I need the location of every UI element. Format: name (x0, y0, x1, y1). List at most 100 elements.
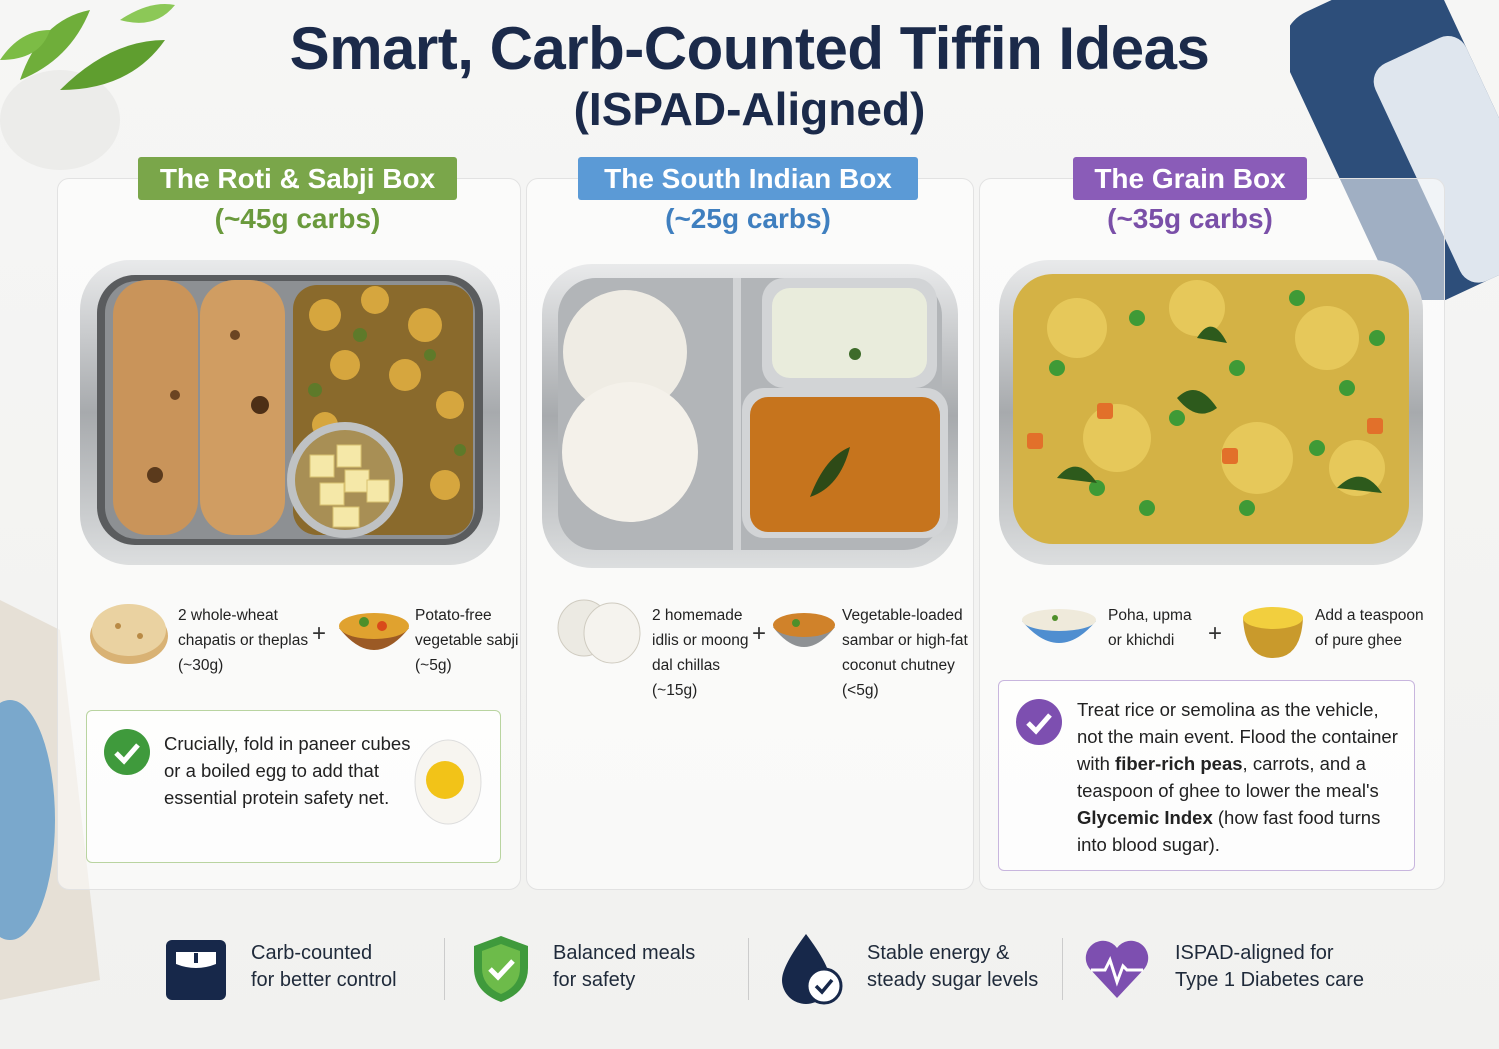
shape (0, 700, 55, 940)
shape (1222, 448, 1238, 464)
note-text: Treat rice or semolina as the vehicle, n… (1077, 696, 1409, 858)
separator (748, 938, 749, 1000)
note-segment: (how fast food turns into blood sugar). (1077, 807, 1381, 855)
shape (137, 633, 143, 639)
item-line: (<5g) (842, 682, 879, 699)
feature-line: Type 1 Diabetes care (1175, 969, 1364, 991)
box-carbs: (~25g carbs) (665, 203, 831, 234)
shape (332, 506, 360, 528)
sambar-icon (773, 613, 835, 647)
shape (1026, 713, 1052, 735)
item-line: dal chillas (652, 657, 721, 674)
note-box: Crucially, fold in paneer cubes or a boi… (86, 710, 501, 863)
sabji-icon (339, 613, 409, 650)
chapati-icon (90, 604, 168, 664)
item-line: of pure ghee (1315, 632, 1403, 649)
shape (482, 944, 520, 994)
shape (805, 967, 843, 1005)
feature: ISPAD-aligned for Type 1 Diabetes care (1175, 940, 1364, 994)
item-line: sambar or high-fat (842, 632, 968, 649)
shape (1243, 607, 1303, 629)
shape (562, 382, 698, 522)
shape (1091, 956, 1143, 987)
feature-line: Stable energy & (867, 942, 1010, 964)
shape (0, 70, 120, 170)
shape (1139, 500, 1155, 516)
heart-icon (1085, 940, 1149, 998)
item-line: chapatis or theplas (178, 632, 309, 649)
shape (366, 479, 390, 503)
shape (308, 328, 466, 456)
item-line: Potato-free (415, 607, 492, 624)
shape (772, 288, 927, 378)
shape (1027, 403, 1383, 464)
item: Potato-free vegetable sabji (~5g) (415, 603, 518, 678)
shape (1369, 330, 1385, 346)
shape (792, 619, 800, 627)
note-emphasis: fiber-rich peas (1115, 753, 1243, 774)
shape (1049, 360, 1065, 376)
feature: Balanced meals for safety (553, 940, 695, 994)
box-title: The Roti & Sabji Box (138, 157, 457, 200)
shape (1221, 422, 1293, 494)
subtitle: (ISPAD-Aligned) (573, 83, 926, 135)
idli-icon (557, 599, 641, 664)
shape (1027, 433, 1043, 449)
note-segment: Crucially, fold in paneer cubes or a boi… (164, 733, 411, 808)
shape (1289, 290, 1305, 306)
shape (336, 444, 362, 468)
item-line: Vegetable-loaded (842, 607, 963, 624)
shape (1129, 310, 1145, 326)
item: 2 whole-wheat chapatis or theplas (~30g) (178, 603, 308, 678)
item-line: coconut chutney (842, 657, 955, 674)
shape (309, 454, 335, 478)
shape (1295, 306, 1359, 370)
shape (733, 278, 741, 550)
shape (1083, 404, 1151, 472)
shape (488, 959, 515, 981)
shape (1052, 615, 1058, 621)
note-text: Crucially, fold in paneer cubes or a boi… (164, 730, 419, 811)
tiffin-south-indian (542, 264, 958, 568)
shape (377, 621, 387, 631)
shape (92, 604, 166, 656)
shape (330, 350, 360, 380)
shape (344, 469, 370, 493)
shape (849, 348, 861, 360)
box-title: The South Indian Box (578, 157, 918, 200)
shape (170, 390, 180, 400)
shape (1089, 480, 1105, 496)
tiffin-grain (999, 260, 1423, 565)
item-line: Add a teaspoon (1315, 607, 1424, 624)
item-line: or khichdi (1108, 632, 1175, 649)
feature-line: for safety (553, 969, 636, 991)
item: Vegetable-loaded sambar or high-fat coconu… (842, 603, 968, 703)
drop-icon (782, 934, 843, 1005)
egg-icon (414, 739, 482, 825)
shape (339, 613, 409, 639)
shape (750, 397, 940, 532)
shape (1016, 699, 1062, 745)
shape (309, 299, 341, 331)
item-line: Poha, upma (1108, 607, 1192, 624)
shape (120, 4, 175, 23)
shape (1022, 609, 1096, 631)
shape (1057, 466, 1097, 483)
plus: + (312, 620, 327, 647)
shield-icon (474, 936, 528, 1002)
napkin-decoration (0, 600, 100, 1000)
shape (454, 444, 466, 456)
item: 2 homemade idlis or moong dal chillas (~15g… (652, 603, 749, 703)
shape (773, 613, 835, 637)
plus: + (1208, 620, 1223, 647)
shape (1085, 940, 1149, 998)
bottle-decoration (1290, 0, 1499, 300)
shape (1229, 360, 1245, 376)
title: Smart, Carb-Counted Tiffin Ideas (289, 15, 1210, 82)
shape (426, 761, 464, 799)
shape (353, 328, 367, 342)
check-icon (1016, 699, 1062, 745)
shape (1169, 410, 1185, 426)
shape (319, 482, 345, 506)
